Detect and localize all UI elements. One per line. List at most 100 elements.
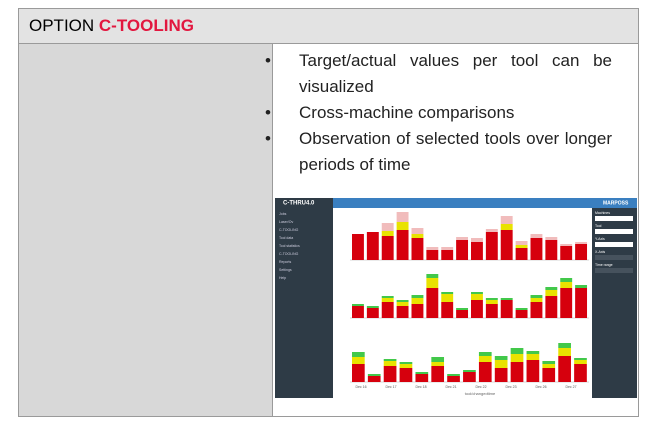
bar-segment	[574, 364, 587, 382]
bar-segment	[382, 302, 394, 318]
bar-segment	[463, 370, 476, 372]
bar-segment	[545, 237, 557, 240]
bar-segment	[471, 300, 483, 318]
header-highlight: C-TOOLING	[99, 16, 194, 35]
x-label: Dec 27	[565, 385, 576, 389]
bar-segment	[352, 364, 365, 382]
bar-segment	[511, 348, 524, 354]
bar-segment	[368, 376, 381, 382]
bar-segment	[441, 247, 453, 250]
bar-segment	[516, 241, 528, 245]
panel-field	[595, 268, 633, 273]
bar-segment	[397, 300, 409, 302]
bar-segment	[412, 228, 424, 234]
bar-segment	[486, 298, 498, 300]
bar-segment	[415, 374, 428, 382]
bar-segment	[382, 298, 394, 302]
bar-segment	[431, 366, 444, 382]
panel-label: Time range	[595, 263, 613, 267]
bar-segment	[384, 361, 397, 366]
bar-segment	[412, 298, 424, 304]
bar-segment	[456, 308, 468, 310]
bar-segment	[575, 242, 587, 244]
x-label: Dec 16	[355, 385, 366, 389]
bar-segment	[545, 296, 557, 318]
bar-segment	[501, 300, 513, 318]
bar-segment	[456, 237, 468, 240]
bar-segment	[558, 348, 571, 356]
bar-segment	[542, 368, 555, 382]
bullet: Cross-machine comparisons	[299, 100, 612, 126]
bar-segment	[560, 278, 572, 282]
bar-segment	[574, 360, 587, 364]
header-prefix: OPTION	[29, 16, 94, 35]
bar-segment	[367, 306, 379, 308]
bar-segment	[471, 238, 483, 242]
bar-segment	[486, 300, 498, 304]
bar-segment	[501, 298, 513, 300]
bar-segment	[527, 351, 540, 354]
bar-segment	[511, 362, 524, 382]
bar-segment	[426, 274, 438, 278]
panel-label: Machines	[595, 211, 610, 215]
bar-segment	[574, 358, 587, 360]
bar-segment	[495, 368, 508, 382]
bar-segment	[431, 357, 444, 362]
bullet: Target/actual values per tool can be vis…	[299, 48, 612, 100]
bar-segment	[516, 245, 528, 248]
bar-segment	[479, 352, 492, 356]
menu-item: Jobs	[279, 212, 287, 216]
panel-label: Tool	[595, 224, 602, 228]
bullet: Observation of selected tools over longe…	[299, 126, 612, 178]
bar-segment	[479, 362, 492, 382]
bar-segment	[400, 368, 413, 382]
bar-segment	[501, 230, 513, 260]
x-label: Dec 17	[385, 385, 396, 389]
bar-segment	[367, 232, 379, 260]
bar-segment	[560, 244, 572, 246]
bar-segment	[531, 238, 543, 260]
bar-segment	[426, 247, 438, 250]
bar-segment	[516, 308, 528, 310]
bar-segment	[352, 352, 365, 357]
x-label: Dec 21	[445, 385, 456, 389]
bar-segment	[426, 288, 438, 318]
bar-segment	[471, 242, 483, 260]
bar-segment	[382, 223, 394, 231]
bar-segment	[441, 250, 453, 260]
bar-segment	[441, 294, 453, 302]
menu-item: Tool data	[279, 236, 293, 240]
bar-segment	[495, 360, 508, 368]
bar-segment	[486, 304, 498, 318]
bar-segment	[516, 310, 528, 318]
x-label: Dec 22	[475, 385, 486, 389]
logo: MARPOSS	[603, 200, 629, 206]
bar-segment	[441, 292, 453, 294]
bar-segment	[542, 364, 555, 368]
bar-segment	[447, 376, 460, 382]
bar-segment	[486, 232, 498, 260]
bar-segment	[560, 288, 572, 318]
panel-label: Y-Axis	[595, 237, 605, 241]
menu-item: C-TOOLING	[279, 252, 299, 256]
menu-item: Help	[279, 276, 286, 280]
menu-item: C-TOOLING	[279, 228, 299, 232]
bar-segment	[400, 362, 413, 364]
bar-segment	[415, 372, 428, 374]
bar-segment	[456, 240, 468, 260]
bar-segment	[531, 295, 543, 298]
bar-segment	[397, 212, 409, 222]
bar-segment	[397, 302, 409, 306]
bar-segment	[558, 356, 571, 382]
menu-item: Reports	[279, 260, 292, 264]
bar-segment	[516, 248, 528, 260]
bar-segment	[501, 224, 513, 230]
panel-field	[595, 229, 633, 234]
bar-segment	[545, 290, 557, 296]
bar-segment	[412, 304, 424, 318]
bar-segment	[426, 250, 438, 260]
bar-segment	[471, 294, 483, 300]
bar-segment	[382, 231, 394, 236]
bar-segment	[384, 359, 397, 361]
bar-segment	[441, 302, 453, 318]
